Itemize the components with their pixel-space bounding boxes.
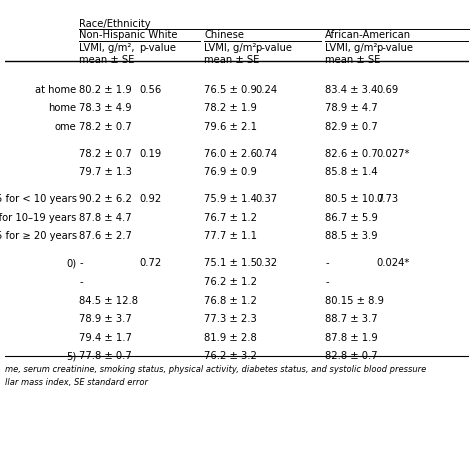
Text: -: -: [325, 277, 329, 287]
Text: 78.9 ± 4.7: 78.9 ± 4.7: [325, 103, 378, 113]
Text: 80.5 ± 10.7: 80.5 ± 10.7: [325, 194, 384, 204]
Text: 76.0 ± 2.6: 76.0 ± 2.6: [204, 149, 257, 159]
Text: home: home: [49, 103, 77, 113]
Text: 75.9 ± 1.4: 75.9 ± 1.4: [204, 194, 257, 204]
Text: 75.1 ± 1.5: 75.1 ± 1.5: [204, 258, 257, 268]
Text: me, serum creatinine, smoking status, physical activity, diabetes status, and sy: me, serum creatinine, smoking status, ph…: [5, 365, 426, 374]
Text: 76.5 ± 0.9: 76.5 ± 0.9: [204, 85, 257, 95]
Text: Race/Ethnicity: Race/Ethnicity: [79, 18, 151, 28]
Text: 0.37: 0.37: [255, 194, 278, 204]
Text: 79.4 ± 1.7: 79.4 ± 1.7: [79, 333, 132, 343]
Text: 90.2 ± 6.2: 90.2 ± 6.2: [79, 194, 132, 204]
Text: 88.7 ± 3.7: 88.7 ± 3.7: [325, 314, 378, 324]
Text: -: -: [325, 258, 329, 268]
Text: Non-Hispanic White: Non-Hispanic White: [79, 30, 178, 40]
Text: 87.8 ± 1.9: 87.8 ± 1.9: [325, 333, 378, 343]
Text: 76.9 ± 0.9: 76.9 ± 0.9: [204, 167, 257, 177]
Text: 5 for 10–19 years: 5 for 10–19 years: [0, 213, 77, 223]
Text: 87.6 ± 2.7: 87.6 ± 2.7: [79, 231, 132, 241]
Text: 85.8 ± 1.4: 85.8 ± 1.4: [325, 167, 378, 177]
Text: 76.7 ± 1.2: 76.7 ± 1.2: [204, 213, 257, 223]
Text: 82.6 ± 0.7: 82.6 ± 0.7: [325, 149, 378, 159]
Text: 86.7 ± 5.9: 86.7 ± 5.9: [325, 213, 378, 223]
Text: p-value: p-value: [139, 43, 176, 53]
Text: 78.2 ± 1.9: 78.2 ± 1.9: [204, 103, 257, 113]
Text: 82.8 ± 0.7: 82.8 ± 0.7: [325, 351, 378, 361]
Text: p-value: p-value: [255, 43, 292, 53]
Text: 76.2 ± 1.2: 76.2 ± 1.2: [204, 277, 257, 287]
Text: 0.73: 0.73: [376, 194, 399, 204]
Text: 77.7 ± 1.1: 77.7 ± 1.1: [204, 231, 257, 241]
Text: 5 for ≥ 20 years: 5 for ≥ 20 years: [0, 231, 77, 241]
Text: 84.5 ± 12.8: 84.5 ± 12.8: [79, 295, 138, 306]
Text: LVMI, g/m²,
mean ± SE: LVMI, g/m², mean ± SE: [325, 43, 381, 65]
Text: 0.24: 0.24: [255, 85, 278, 95]
Text: 88.5 ± 3.9: 88.5 ± 3.9: [325, 231, 378, 241]
Text: -: -: [79, 277, 82, 287]
Text: 83.4 ± 3.4: 83.4 ± 3.4: [325, 85, 378, 95]
Text: 77.8 ± 0.7: 77.8 ± 0.7: [79, 351, 132, 361]
Text: LVMI, g/m²,
mean ± SE: LVMI, g/m², mean ± SE: [79, 43, 135, 65]
Text: llar mass index, SE standard error: llar mass index, SE standard error: [5, 378, 148, 387]
Text: 5 for < 10 years: 5 for < 10 years: [0, 194, 77, 204]
Text: 0.19: 0.19: [139, 149, 162, 159]
Text: Chinese: Chinese: [204, 30, 245, 40]
Text: 78.2 ± 0.7: 78.2 ± 0.7: [79, 122, 132, 132]
Text: 0.024*: 0.024*: [376, 258, 410, 268]
Text: 0.027*: 0.027*: [376, 149, 410, 159]
Text: 0): 0): [67, 258, 77, 268]
Text: 78.9 ± 3.7: 78.9 ± 3.7: [79, 314, 132, 324]
Text: 0.92: 0.92: [139, 194, 162, 204]
Text: 5): 5): [66, 351, 77, 361]
Text: 0.72: 0.72: [139, 258, 162, 268]
Text: 0.32: 0.32: [255, 258, 278, 268]
Text: 78.3 ± 4.9: 78.3 ± 4.9: [79, 103, 132, 113]
Text: at home: at home: [36, 85, 77, 95]
Text: 76.2 ± 3.2: 76.2 ± 3.2: [204, 351, 257, 361]
Text: 0.56: 0.56: [139, 85, 162, 95]
Text: 82.9 ± 0.7: 82.9 ± 0.7: [325, 122, 378, 132]
Text: ome: ome: [55, 122, 77, 132]
Text: 0.74: 0.74: [255, 149, 278, 159]
Text: 87.8 ± 4.7: 87.8 ± 4.7: [79, 213, 132, 223]
Text: p-value: p-value: [376, 43, 413, 53]
Text: African-American: African-American: [325, 30, 411, 40]
Text: 80.2 ± 1.9: 80.2 ± 1.9: [79, 85, 132, 95]
Text: 0.69: 0.69: [376, 85, 399, 95]
Text: 79.6 ± 2.1: 79.6 ± 2.1: [204, 122, 257, 132]
Text: 78.2 ± 0.7: 78.2 ± 0.7: [79, 149, 132, 159]
Text: 76.8 ± 1.2: 76.8 ± 1.2: [204, 295, 257, 306]
Text: -: -: [79, 258, 82, 268]
Text: 81.9 ± 2.8: 81.9 ± 2.8: [204, 333, 257, 343]
Text: 77.3 ± 2.3: 77.3 ± 2.3: [204, 314, 257, 324]
Text: 80.15 ± 8.9: 80.15 ± 8.9: [325, 295, 384, 306]
Text: LVMI, g/m²,
mean ± SE: LVMI, g/m², mean ± SE: [204, 43, 260, 65]
Text: 79.7 ± 1.3: 79.7 ± 1.3: [79, 167, 132, 177]
